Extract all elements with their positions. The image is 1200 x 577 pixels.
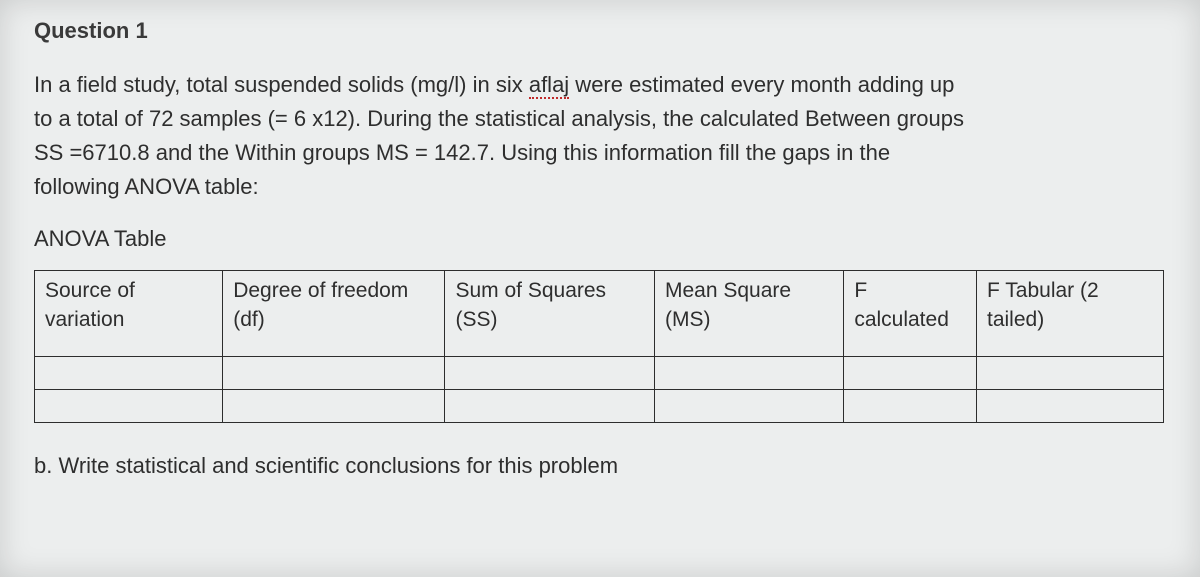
anova-blank-row [35,390,1164,423]
col-sum-of-squares: Sum of Squares (SS) [445,271,655,357]
col-f-tabular: F Tabular (2 tailed) [977,271,1164,357]
anova-blank-row [35,357,1164,390]
table-cell [35,390,223,423]
col-mean-square: Mean Square (MS) [654,271,843,357]
table-cell [223,357,445,390]
table-cell [445,390,655,423]
anova-table: Source of variation Degree of freedom (d… [34,270,1164,423]
body-line-2: to a total of 72 samples (= 6 x12). Duri… [34,106,964,131]
table-cell [223,390,445,423]
col-f-calculated: F calculated [844,271,977,357]
col-degrees-of-freedom: Degree of freedom (df) [223,271,445,357]
table-cell [977,390,1164,423]
body-line-3: SS =6710.8 and the Within groups MS = 14… [34,140,890,165]
table-cell [654,357,843,390]
body-line-1a: In a field study, total suspended solids… [34,72,529,97]
table-cell [35,357,223,390]
body-underword: aflaj [529,72,569,99]
question-heading: Question 1 [34,18,1166,44]
anova-header-row: Source of variation Degree of freedom (d… [35,271,1164,357]
question-page: Question 1 In a field study, total suspe… [0,0,1200,577]
table-cell [654,390,843,423]
table-cell [844,357,977,390]
anova-table-title: ANOVA Table [34,226,1166,252]
col-source-of-variation: Source of variation [35,271,223,357]
body-line-1b: were estimated every month adding up [569,72,954,97]
body-line-4: following ANOVA table: [34,174,259,199]
table-cell [844,390,977,423]
question-body: In a field study, total suspended solids… [34,68,1166,204]
table-cell [445,357,655,390]
sub-question-b: b. Write statistical and scientific conc… [34,453,1166,479]
table-cell [977,357,1164,390]
